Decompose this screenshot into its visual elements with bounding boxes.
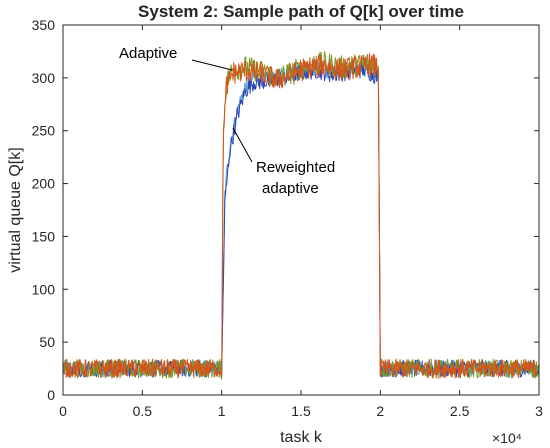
annotations: Adaptive Reweighted adaptive [119, 45, 335, 197]
ticks-layer: 0 0.5 1 1.5 2 2.5 3 0 50 100 150 200 250 300 350 [32, 17, 543, 419]
chart-title: System 2: Sample path of Q[k] over time [138, 2, 464, 21]
y-tick-label: 350 [32, 17, 56, 33]
y-tick-label: 150 [32, 228, 56, 244]
series-layer [63, 51, 539, 380]
y-tick-label: 100 [32, 281, 56, 297]
x-tick-label: 1.5 [291, 403, 311, 419]
y-tick-label: 0 [47, 387, 55, 403]
reweighted-annotation-line1: Reweighted [256, 159, 335, 176]
y-tick-label: 50 [39, 334, 55, 350]
y-tick-label: 250 [32, 123, 56, 139]
x-tick-label: 2.5 [450, 403, 470, 419]
y-tick-label: 200 [32, 176, 56, 192]
y-axis-label: virtual queue Q[k] [7, 147, 24, 272]
x-tick-label: 3 [535, 403, 543, 419]
x-tick-label: 0 [59, 403, 67, 419]
adaptive-annotation: Adaptive [119, 45, 177, 62]
y-tick-label: 300 [32, 70, 56, 86]
x-tick-label: 2 [376, 403, 384, 419]
x-axis-label: task k [280, 429, 323, 446]
reweighted-arrow-line [232, 127, 253, 163]
x-tick-label: 1 [218, 403, 226, 419]
adaptive-arrow-line [191, 59, 233, 71]
reweighted-annotation-line2: adaptive [262, 180, 319, 197]
x-exponent-label: ×10⁴ [492, 430, 522, 446]
series-line-4 [63, 53, 539, 379]
x-tick-label: 0.5 [133, 403, 153, 419]
